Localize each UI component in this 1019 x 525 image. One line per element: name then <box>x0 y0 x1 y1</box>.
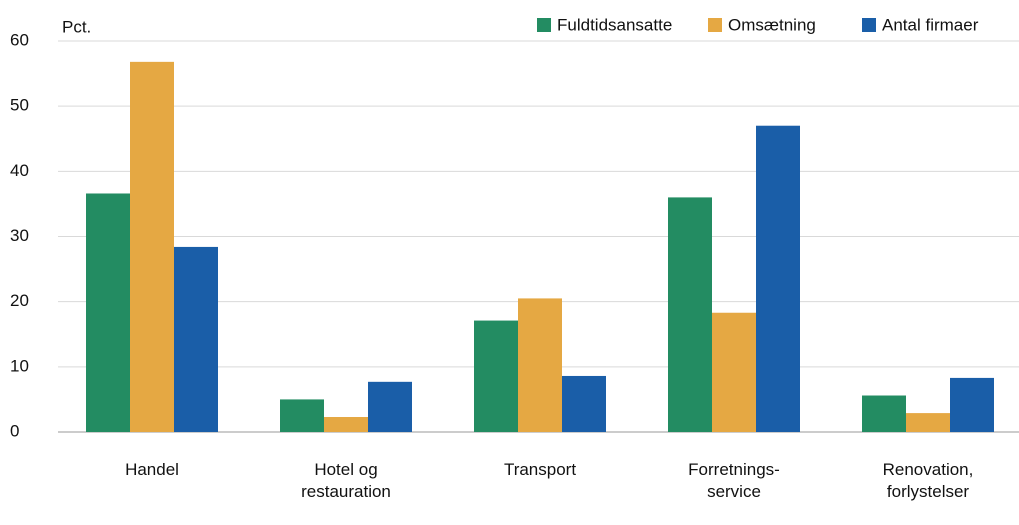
legend-swatch <box>862 18 876 32</box>
y-tick-label: 20 <box>10 291 29 310</box>
bar <box>324 417 368 432</box>
bar <box>906 413 950 432</box>
bar <box>130 61 174 432</box>
y-tick-label: 30 <box>10 226 29 245</box>
y-tick-label: 0 <box>10 421 19 440</box>
bar <box>862 395 906 432</box>
legend-label: Antal firmaer <box>882 15 979 34</box>
x-tick-label: Renovation, forlystelser <box>882 460 974 501</box>
y-tick-label: 50 <box>10 96 29 115</box>
bar <box>562 375 606 432</box>
x-tick-label: Transport <box>503 460 577 479</box>
legend-swatch <box>537 18 551 32</box>
x-tick-label: Handel <box>125 460 179 479</box>
y-tick-label: 60 <box>10 30 29 49</box>
bar <box>668 197 712 432</box>
bar <box>474 320 518 432</box>
bar <box>86 193 130 432</box>
bar <box>712 312 756 432</box>
legend-swatch <box>708 18 722 32</box>
y-axis-label: Pct. <box>62 17 91 36</box>
bar <box>950 377 994 432</box>
x-tick-label: Forretnings- service <box>688 460 780 501</box>
bar <box>518 298 562 432</box>
legend-label: Omsætning <box>728 15 816 34</box>
x-tick-label: Hotel og restauration <box>301 460 391 501</box>
y-tick-label: 40 <box>10 161 29 180</box>
bar <box>756 125 800 432</box>
bar <box>368 381 412 432</box>
bar <box>280 399 324 432</box>
legend-label: Fuldtidsansatte <box>557 15 672 34</box>
bar <box>174 246 218 432</box>
y-tick-label: 10 <box>10 356 29 375</box>
